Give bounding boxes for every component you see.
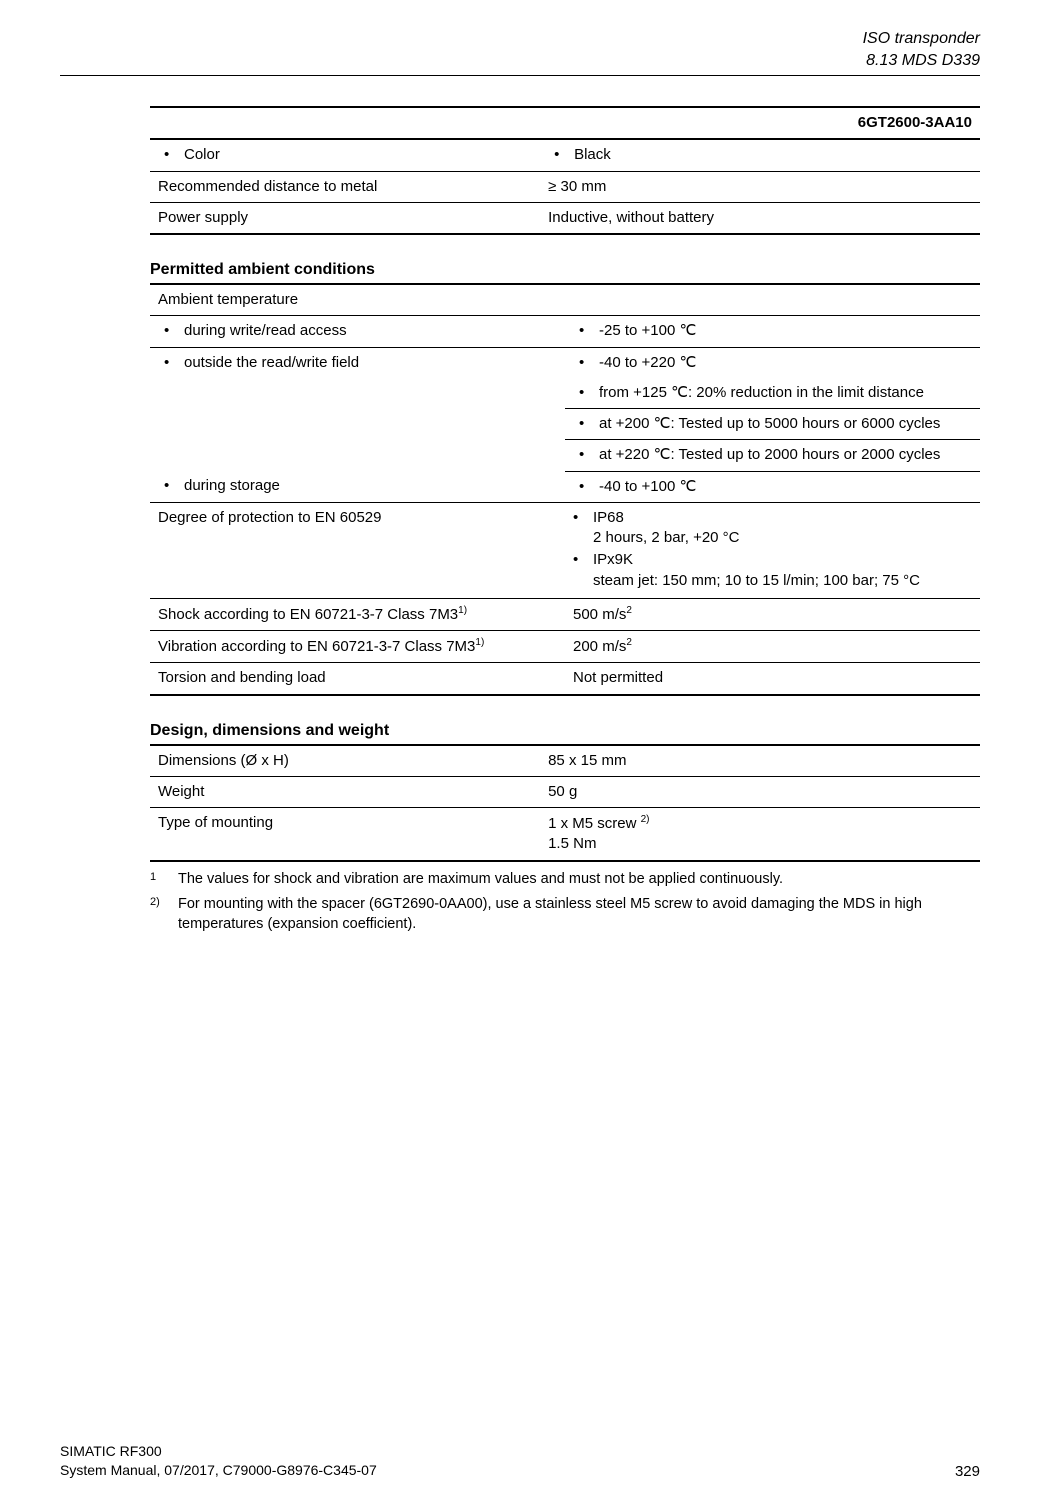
header-line1: ISO transponder — [60, 28, 980, 50]
t1-distance-val: ≥ 30 mm — [540, 171, 980, 202]
footer-line2: System Manual, 07/2017, C79000-G8976-C34… — [60, 1461, 377, 1480]
fn1-text: The values for shock and vibration are m… — [178, 870, 783, 890]
mount-val-b: 1.5 Nm — [548, 835, 596, 852]
weight-val: 50 g — [540, 776, 980, 807]
t1-power-label: Power supply — [150, 202, 540, 234]
weight-label: Weight — [150, 776, 540, 807]
model-number: 6GT2600-3AA10 — [540, 107, 980, 139]
outside-v3: at +200 ℃: Tested up to 5000 hours or 60… — [599, 414, 940, 434]
shock-label: Shock according to EN 60721-3-7 Class 7M… — [158, 606, 458, 623]
prot1b: 2 hours, 2 bar, +20 °C — [593, 529, 740, 546]
outside-v2: from +125 ℃: 20% reduction in the limit … — [599, 383, 924, 403]
dim-val: 85 x 15 mm — [540, 745, 980, 777]
prot2a: IPx9K — [593, 551, 633, 568]
fn2-text: For mounting with the spacer (6GT2690-0A… — [178, 895, 980, 934]
section2-title: Permitted ambient conditions — [150, 261, 980, 279]
storage-val: -40 to +100 ℃ — [599, 477, 696, 497]
t1-color-val: Black — [574, 145, 611, 165]
vibration-val: 200 m/s — [573, 638, 626, 655]
header-rule — [60, 75, 980, 76]
shock-val-sup: 2 — [626, 605, 632, 616]
shock-sup: 1) — [458, 605, 467, 616]
write-read-label: during write/read access — [184, 321, 347, 341]
prot2b: steam jet: 150 mm; 10 to 15 l/min; 100 b… — [593, 572, 920, 589]
page-footer: SIMATIC RF300 System Manual, 07/2017, C7… — [60, 1442, 980, 1480]
outside-v4: at +220 ℃: Tested up to 2000 hours or 20… — [599, 445, 940, 465]
spec-table-2: Ambient temperature •during write/read a… — [150, 283, 980, 696]
footnotes: 1 The values for shock and vibration are… — [150, 870, 980, 935]
outside-v1: -40 to +220 ℃ — [599, 353, 696, 373]
mount-sup: 2) — [641, 814, 650, 825]
footer-line1: SIMATIC RF300 — [60, 1442, 377, 1461]
storage-label: during storage — [184, 476, 280, 496]
torsion-label: Torsion and bending load — [150, 663, 565, 695]
protection-label: Degree of protection to EN 60529 — [150, 502, 565, 598]
header-line2: 8.13 MDS D339 — [60, 50, 980, 72]
prot1a: IP68 — [593, 509, 624, 526]
vibration-label: Vibration according to EN 60721-3-7 Clas… — [158, 638, 475, 655]
spec-table-1: 6GT2600-3AA10 •Color •Black Recommended … — [150, 106, 980, 235]
outside-label: outside the read/write field — [184, 353, 359, 373]
page-number: 329 — [955, 1463, 980, 1480]
ambient-temp-label: Ambient temperature — [150, 284, 980, 316]
fn2-num: 2) — [150, 895, 178, 934]
t1-power-val: Inductive, without battery — [540, 202, 980, 234]
vibration-val-sup: 2 — [626, 637, 632, 648]
t1-distance-label: Recommended distance to metal — [150, 171, 540, 202]
section3-title: Design, dimensions and weight — [150, 722, 980, 740]
vibration-sup: 1) — [475, 637, 484, 648]
t1-color-label: Color — [184, 145, 220, 165]
torsion-val: Not permitted — [565, 663, 980, 695]
mount-val-a: 1 x M5 screw — [548, 815, 641, 832]
fn1-num: 1 — [150, 870, 178, 890]
write-read-val: -25 to +100 ℃ — [599, 321, 696, 341]
mount-label: Type of mounting — [150, 808, 540, 861]
shock-val: 500 m/s — [573, 606, 626, 623]
spec-table-3: Dimensions (Ø x H) 85 x 15 mm Weight 50 … — [150, 744, 980, 862]
dim-label: Dimensions (Ø x H) — [150, 745, 540, 777]
